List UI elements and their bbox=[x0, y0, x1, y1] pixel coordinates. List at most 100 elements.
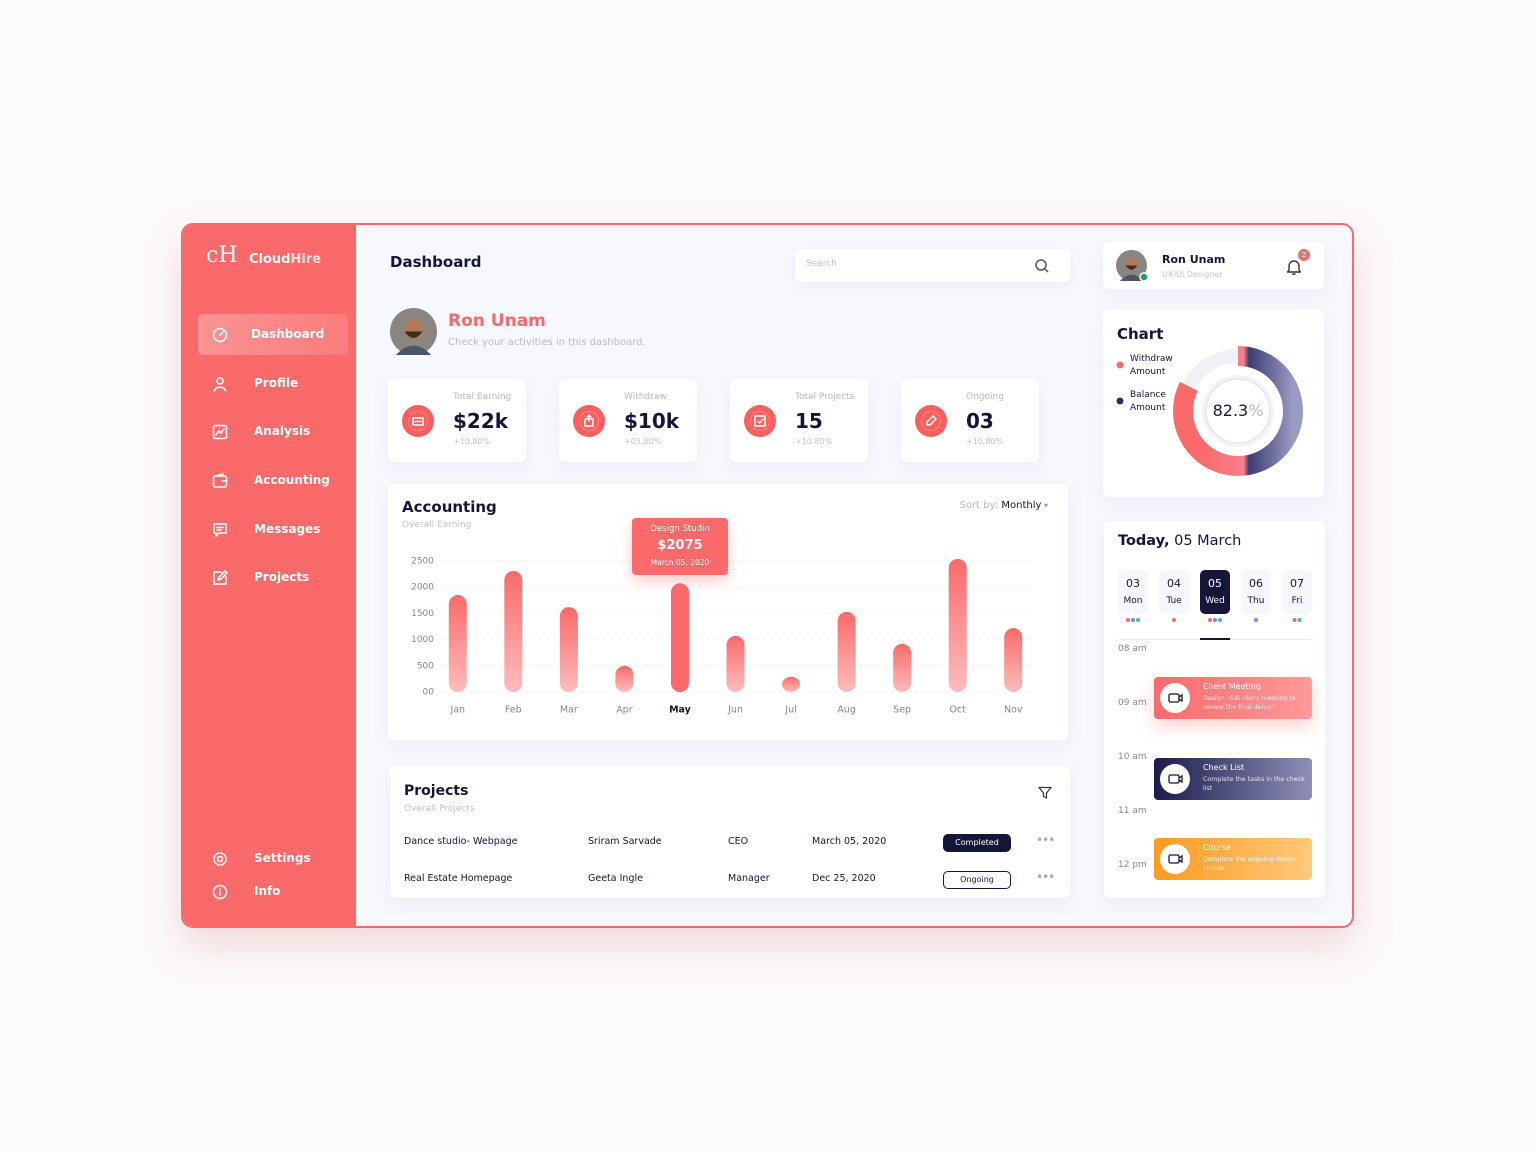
sort-label: Sort by: bbox=[959, 500, 999, 511]
icon-circle bbox=[744, 405, 776, 437]
icon bbox=[213, 570, 228, 585]
day-chip[interactable]: 07 Fri bbox=[1282, 570, 1312, 614]
nav-item[interactable]: Analysis bbox=[198, 411, 348, 452]
day-chip[interactable]: 03 Mon bbox=[1118, 570, 1148, 614]
donut-unit: % bbox=[1248, 401, 1263, 420]
icon bbox=[213, 377, 227, 392]
time-label: 12 pm bbox=[1118, 860, 1147, 870]
icon bbox=[213, 523, 227, 537]
status-badge: Completed bbox=[943, 834, 1011, 852]
icon-glyph bbox=[584, 414, 594, 427]
avatar bbox=[390, 308, 437, 355]
icon-shape bbox=[1286, 260, 1302, 275]
nav-label: Profile bbox=[254, 376, 299, 390]
dashboard-frame: cH CloudHire Dashboard Profile Analysis Accou… bbox=[181, 223, 1354, 928]
nav-item[interactable]: Accounting bbox=[198, 460, 348, 501]
day-date: 03 bbox=[1126, 577, 1140, 590]
greeting-subtitle: Check your activities in this dashboard. bbox=[448, 337, 646, 348]
project-cell: CEO bbox=[728, 836, 749, 847]
x-tick-label: Nov bbox=[1004, 705, 1023, 716]
icon-shape bbox=[219, 331, 224, 336]
icon-shape bbox=[1044, 268, 1049, 273]
avatar-beard bbox=[1125, 265, 1138, 270]
stat-value: $10k bbox=[624, 409, 680, 433]
icon-shape bbox=[213, 523, 227, 537]
stat-change: +10.80% bbox=[966, 437, 1004, 446]
status-dot bbox=[1139, 272, 1149, 282]
time-label: 09 am bbox=[1118, 698, 1147, 708]
project-cell: Manager bbox=[728, 873, 770, 884]
nav-item[interactable]: Messages bbox=[198, 509, 348, 550]
greeting-name: Ron Unam bbox=[448, 311, 546, 331]
online-dot bbox=[1139, 272, 1149, 282]
logo-mark: cH bbox=[206, 243, 238, 268]
event-dot bbox=[1213, 618, 1217, 622]
row-menu[interactable]: ••• bbox=[1036, 870, 1055, 884]
icon-shape bbox=[1178, 854, 1183, 864]
project-cell: Dance studio- Webpage bbox=[404, 836, 518, 847]
sidebar: cH CloudHire Dashboard Profile Analysis Accou… bbox=[183, 225, 356, 926]
x-tick-label: Jul bbox=[784, 705, 796, 716]
icon-circle bbox=[1160, 763, 1190, 794]
project-cell: Geeta Ingle bbox=[588, 873, 643, 884]
icon-shape bbox=[1168, 854, 1180, 864]
day-name: Wed bbox=[1205, 596, 1225, 606]
event-dot bbox=[1208, 618, 1212, 622]
day-date: 07 bbox=[1290, 577, 1304, 590]
event-icon bbox=[1160, 844, 1190, 874]
icon bbox=[212, 327, 228, 343]
search-box[interactable]: Search bbox=[795, 249, 1070, 282]
schedule-title: Today, 05 March bbox=[1118, 533, 1241, 549]
nav-item[interactable]: Projects bbox=[198, 557, 348, 598]
y-tick-label: 00 bbox=[423, 688, 435, 698]
stat-change: +05.80% bbox=[624, 437, 662, 446]
stat-label: Ongoing bbox=[966, 392, 1004, 402]
user-name: Ron Unam bbox=[1162, 253, 1226, 266]
day-chip[interactable]: 06 Thu bbox=[1241, 570, 1271, 614]
projects-title: Projects bbox=[404, 783, 469, 799]
project-cell: March 05, 2020 bbox=[812, 836, 887, 847]
x-tick-label: Feb bbox=[505, 705, 522, 716]
icon-glyph bbox=[926, 415, 937, 426]
avatar-body bbox=[1119, 274, 1144, 281]
filter-button[interactable] bbox=[1036, 784, 1054, 802]
time-label: 08 am bbox=[1118, 644, 1147, 654]
sort-control[interactable]: Sort by: Monthly ▾ bbox=[960, 500, 1048, 511]
event-card[interactable]: Check List Complete the tasks in the chec… bbox=[1154, 757, 1312, 800]
nav-item[interactable]: Info bbox=[198, 880, 348, 904]
icon-shape bbox=[212, 884, 228, 900]
tooltip: Design Studio $2075 March 05, 2020 bbox=[631, 518, 728, 575]
day-dots bbox=[1292, 618, 1302, 622]
day-chip[interactable]: 04 Tue bbox=[1159, 570, 1189, 614]
stat-change: +10.80% bbox=[795, 437, 833, 446]
icon-shape bbox=[1038, 786, 1052, 799]
nav-item[interactable]: Settings bbox=[198, 847, 348, 871]
event-title: Client Meeting bbox=[1203, 682, 1261, 691]
icon-shape bbox=[212, 327, 228, 343]
event-card[interactable]: Course Complete the ongoing design course bbox=[1154, 838, 1312, 880]
day-chip[interactable]: 05 Wed bbox=[1200, 570, 1230, 614]
icon-shape bbox=[1168, 773, 1180, 784]
nav-item[interactable]: Dashboard bbox=[198, 314, 348, 355]
bar bbox=[670, 583, 689, 692]
nav-label: Messages bbox=[254, 522, 321, 536]
x-tick-label: Oct bbox=[949, 705, 966, 716]
icon-ring bbox=[921, 411, 941, 431]
donut-label: 82.3% bbox=[1213, 401, 1264, 420]
event-dot bbox=[1136, 618, 1140, 622]
row-menu[interactable]: ••• bbox=[1036, 833, 1055, 847]
tooltip-date: March 05, 2020 bbox=[650, 558, 710, 567]
legend-swatch bbox=[1116, 361, 1124, 369]
bar bbox=[782, 676, 801, 692]
notification-bell[interactable]: 2 bbox=[1281, 249, 1310, 279]
x-tick-label: Aug bbox=[837, 705, 856, 716]
user-role: UX/UI Designer bbox=[1162, 270, 1223, 279]
nav-item[interactable]: Profile bbox=[198, 363, 348, 404]
day-dots bbox=[1208, 618, 1222, 622]
time-label: 11 am bbox=[1118, 806, 1147, 816]
event-icon bbox=[1160, 763, 1190, 794]
event-card[interactable]: Client Meeting Design club client meeting… bbox=[1154, 677, 1312, 719]
tooltip-amount: $2075 bbox=[657, 538, 703, 553]
day-dots bbox=[1172, 618, 1176, 622]
